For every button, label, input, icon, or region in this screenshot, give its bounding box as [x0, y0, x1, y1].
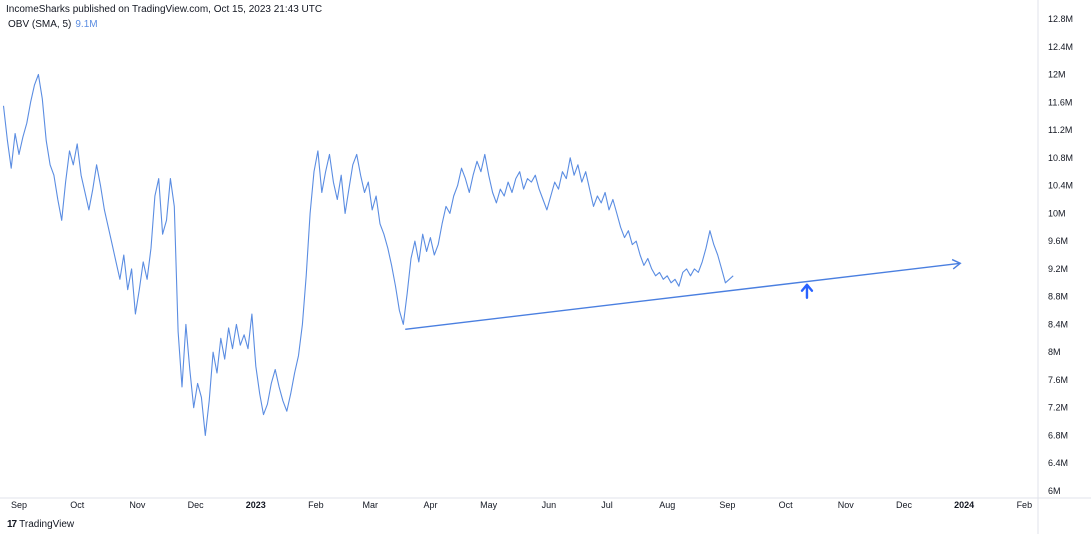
- x-tick-label: May: [480, 500, 498, 510]
- legend-indicator-name: OBV (SMA, 5): [8, 19, 72, 30]
- x-tick-label: Oct: [70, 500, 85, 510]
- tradingview-logo-text: TradingView: [19, 519, 75, 530]
- y-tick-label: 11.2M: [1048, 125, 1072, 135]
- x-tick-label: Feb: [1017, 500, 1033, 510]
- y-tick-label: 10.8M: [1048, 153, 1073, 163]
- trendline-arrowhead-icon: [951, 258, 962, 270]
- plot-area: [2, 73, 962, 437]
- y-tick-label: 7.6M: [1048, 375, 1068, 385]
- x-axis: Sep Oct Nov Dec 2023 Feb Mar Apr May Jun Jul Aug Sep…: [11, 500, 1032, 510]
- x-tick-label: Sep: [719, 500, 735, 510]
- y-tick-label: 8.4M: [1048, 319, 1068, 329]
- y-tick-label: 9.2M: [1048, 264, 1068, 274]
- x-tick-label: Nov: [129, 500, 146, 510]
- y-tick-label: 8.8M: [1048, 292, 1068, 302]
- y-tick-label: 11.6M: [1048, 97, 1072, 107]
- x-tick-label: Sep: [11, 500, 27, 510]
- y-tick-label: 10M: [1048, 208, 1066, 218]
- tradingview-logo-icon: 17: [7, 519, 17, 530]
- x-tick-label: 2023: [246, 500, 266, 510]
- y-tick-label: 6.8M: [1048, 430, 1068, 440]
- x-tick-label: Nov: [838, 500, 855, 510]
- x-tick-label: Oct: [779, 500, 794, 510]
- y-tick-label: 6M: [1048, 486, 1061, 496]
- trendline[interactable]: [405, 262, 961, 330]
- x-tick-label: Dec: [896, 500, 913, 510]
- x-tick-label: 2024: [954, 500, 974, 510]
- legend-indicator-value: 9.1M: [75, 19, 98, 30]
- y-tick-label: 9.6M: [1048, 236, 1068, 246]
- x-tick-label: Mar: [363, 500, 379, 510]
- x-tick-label: Apr: [423, 500, 437, 510]
- x-tick-label: Jun: [542, 500, 557, 510]
- y-tick-label: 7.2M: [1048, 403, 1068, 413]
- y-tick-label: 12.8M: [1048, 14, 1073, 24]
- x-tick-label: Feb: [308, 500, 324, 510]
- x-tick-label: Jul: [601, 500, 613, 510]
- y-axis: 12.8M 12.4M 12M 11.6M 11.2M 10.8M 10.4M 10M 9.6M…: [1048, 14, 1073, 496]
- obv-series-line: [2, 73, 734, 437]
- publisher-note: IncomeSharks published on TradingView.co…: [6, 4, 323, 15]
- y-tick-label: 8M: [1048, 347, 1061, 357]
- up-arrow-icon[interactable]: [800, 283, 814, 299]
- tradingview-logo[interactable]: 17 TradingView: [7, 519, 74, 530]
- indicator-legend[interactable]: OBV (SMA, 5) 9.1M: [8, 19, 98, 30]
- x-tick-label: Aug: [659, 500, 675, 510]
- y-tick-label: 10.4M: [1048, 181, 1073, 191]
- x-tick-label: Dec: [188, 500, 205, 510]
- y-tick-label: 6.4M: [1048, 458, 1068, 468]
- y-tick-label: 12.4M: [1048, 42, 1073, 52]
- y-tick-label: 12M: [1048, 70, 1066, 80]
